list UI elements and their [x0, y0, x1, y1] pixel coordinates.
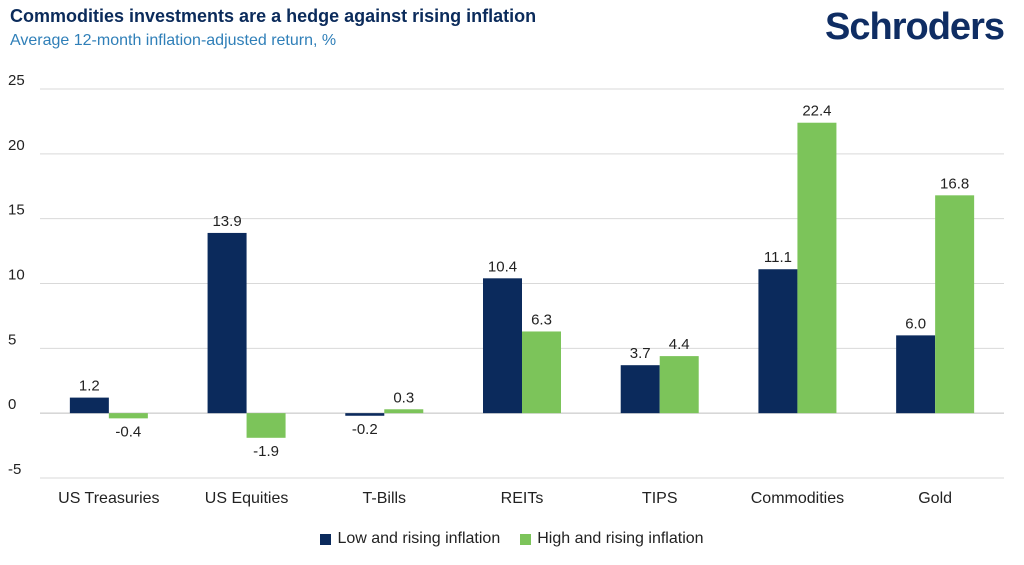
y-tick-label: -5 [8, 461, 21, 478]
x-tick-label: Commodities [751, 490, 844, 507]
x-tick-label: T-Bills [363, 490, 407, 507]
data-label: 3.7 [630, 345, 651, 362]
y-tick-label: 5 [8, 331, 16, 348]
legend-item-low: Low and rising inflation [320, 530, 500, 548]
legend-label-high: High and rising inflation [537, 530, 704, 547]
x-tick-label: REITs [501, 490, 544, 507]
bar [345, 413, 385, 416]
chart-legend: Low and rising inflation High and rising… [0, 530, 1024, 548]
x-tick-label: Gold [918, 490, 952, 507]
data-label: 1.2 [79, 378, 100, 395]
bar [69, 397, 109, 414]
x-tick-label: US Treasuries [58, 490, 159, 507]
data-label: 6.3 [531, 311, 552, 328]
bar [246, 413, 286, 438]
chart-subtitle: Average 12-month inflation-adjusted retu… [10, 32, 337, 49]
chart-title: Commodities investments are a hedge agai… [10, 6, 537, 26]
data-label: 11.1 [764, 249, 792, 266]
schroders-logo: Schroders [825, 6, 1005, 48]
data-label: 10.4 [488, 258, 517, 275]
data-label: 4.4 [669, 336, 690, 353]
bar [483, 278, 522, 414]
data-label: 22.4 [802, 103, 831, 120]
legend-swatch-high [520, 533, 532, 545]
y-tick-label: 0 [8, 396, 16, 413]
legend-swatch-low [320, 533, 332, 545]
bar [935, 195, 975, 414]
bar [207, 232, 247, 414]
y-tick-label: 10 [8, 267, 25, 284]
bar [384, 409, 424, 414]
x-tick-label: US Equities [205, 490, 289, 507]
bar [620, 365, 660, 414]
x-tick-label: TIPS [642, 490, 678, 507]
data-label: 16.8 [940, 175, 969, 192]
y-tick-label: 25 [8, 72, 25, 89]
data-label: 13.9 [212, 213, 241, 230]
data-label: 0.3 [393, 389, 414, 406]
bar [659, 356, 699, 414]
bar [758, 269, 798, 414]
data-label: -0.4 [115, 423, 141, 440]
y-tick-label: 15 [8, 202, 25, 219]
data-label: 6.0 [905, 315, 926, 332]
y-tick-label: 20 [8, 137, 25, 154]
legend-item-high: High and rising inflation [520, 530, 704, 548]
bar [896, 335, 936, 414]
legend-label-low: Low and rising inflation [337, 530, 501, 547]
bar [797, 122, 837, 414]
data-label: -1.9 [253, 443, 279, 460]
bar [522, 331, 561, 414]
bar [108, 413, 148, 419]
data-label: -0.2 [352, 421, 378, 438]
